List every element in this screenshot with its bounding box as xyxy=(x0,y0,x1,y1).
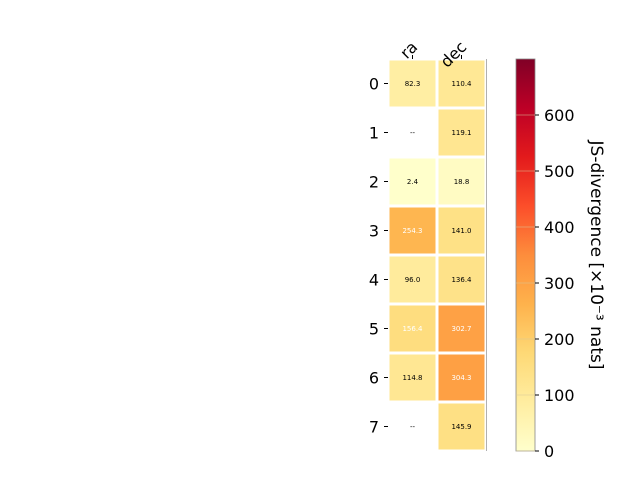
cell-0-ra xyxy=(389,60,436,107)
cell-1-dec-label: 119.1 xyxy=(451,129,471,137)
colorbar-tick-label-400: 400 xyxy=(544,218,575,237)
cell-6-dec-label: 304.3 xyxy=(451,374,471,382)
colorbar xyxy=(515,58,536,452)
cell-0-dec xyxy=(438,60,485,107)
row-label-4: 4 xyxy=(369,271,379,290)
cell-5-ra-label: 156.4 xyxy=(402,325,423,333)
colorbar-tick-label-600: 600 xyxy=(544,106,575,125)
cell-3-dec xyxy=(438,207,485,254)
cell-2-dec xyxy=(438,158,485,205)
row-label-3: 3 xyxy=(369,222,379,241)
cell-2-ra-label: 2.4 xyxy=(407,178,419,186)
cell-4-dec xyxy=(438,256,485,303)
row-label-0: 0 xyxy=(369,75,379,94)
cell-4-ra xyxy=(389,256,436,303)
colorbar-tick-label-0: 0 xyxy=(544,442,554,461)
row-label-5: 5 xyxy=(369,320,379,339)
cell-6-ra-label: 114.8 xyxy=(402,374,422,382)
row-label-7: 7 xyxy=(369,418,379,437)
cell-2-ra xyxy=(389,158,436,205)
cell-6-dec xyxy=(438,354,485,401)
cell-4-dec-label: 136.4 xyxy=(451,276,472,284)
cell-0-ra-label: 82.3 xyxy=(405,80,421,88)
cell-1-ra-label: -- xyxy=(410,129,416,137)
column-label-ra: ra xyxy=(396,37,421,62)
colorbar-tick-label-300: 300 xyxy=(544,274,575,293)
colorbar-ticks: 0 100 200 300 400 500 600 xyxy=(516,106,575,461)
cell-2-dec-label: 18.8 xyxy=(454,178,470,186)
cell-1-dec xyxy=(438,109,485,156)
colorbar-label: JS-divergence [×10⁻³ nats] xyxy=(586,140,606,370)
heatmap-cells: 82.3 110.4 -- 119.1 2.4 18.8 254.3 141.0 96.0 136… xyxy=(389,60,485,450)
colorbar-tick-label-100: 100 xyxy=(544,386,575,405)
row-label-1: 1 xyxy=(369,124,379,143)
row-labels: 0 1 2 3 4 5 6 7 xyxy=(369,75,388,437)
cell-3-dec-label: 141.0 xyxy=(451,227,471,235)
row-label-6: 6 xyxy=(369,369,379,388)
cell-3-ra xyxy=(389,207,436,254)
row-label-2: 2 xyxy=(369,173,379,192)
cell-7-ra-label: -- xyxy=(410,423,416,431)
colorbar-tick-label-500: 500 xyxy=(544,162,575,181)
cell-6-ra xyxy=(389,354,436,401)
cell-4-ra-label: 96.0 xyxy=(405,276,421,284)
cell-7-dec xyxy=(438,403,485,450)
cell-3-ra-label: 254.3 xyxy=(402,227,422,235)
cell-5-ra xyxy=(389,305,436,352)
cell-5-dec-label: 302.7 xyxy=(451,325,471,333)
cell-7-dec-label: 145.9 xyxy=(451,423,471,431)
cell-5-dec xyxy=(438,305,485,352)
colorbar-tick-label-200: 200 xyxy=(544,330,575,349)
cell-0-dec-label: 110.4 xyxy=(451,80,472,88)
